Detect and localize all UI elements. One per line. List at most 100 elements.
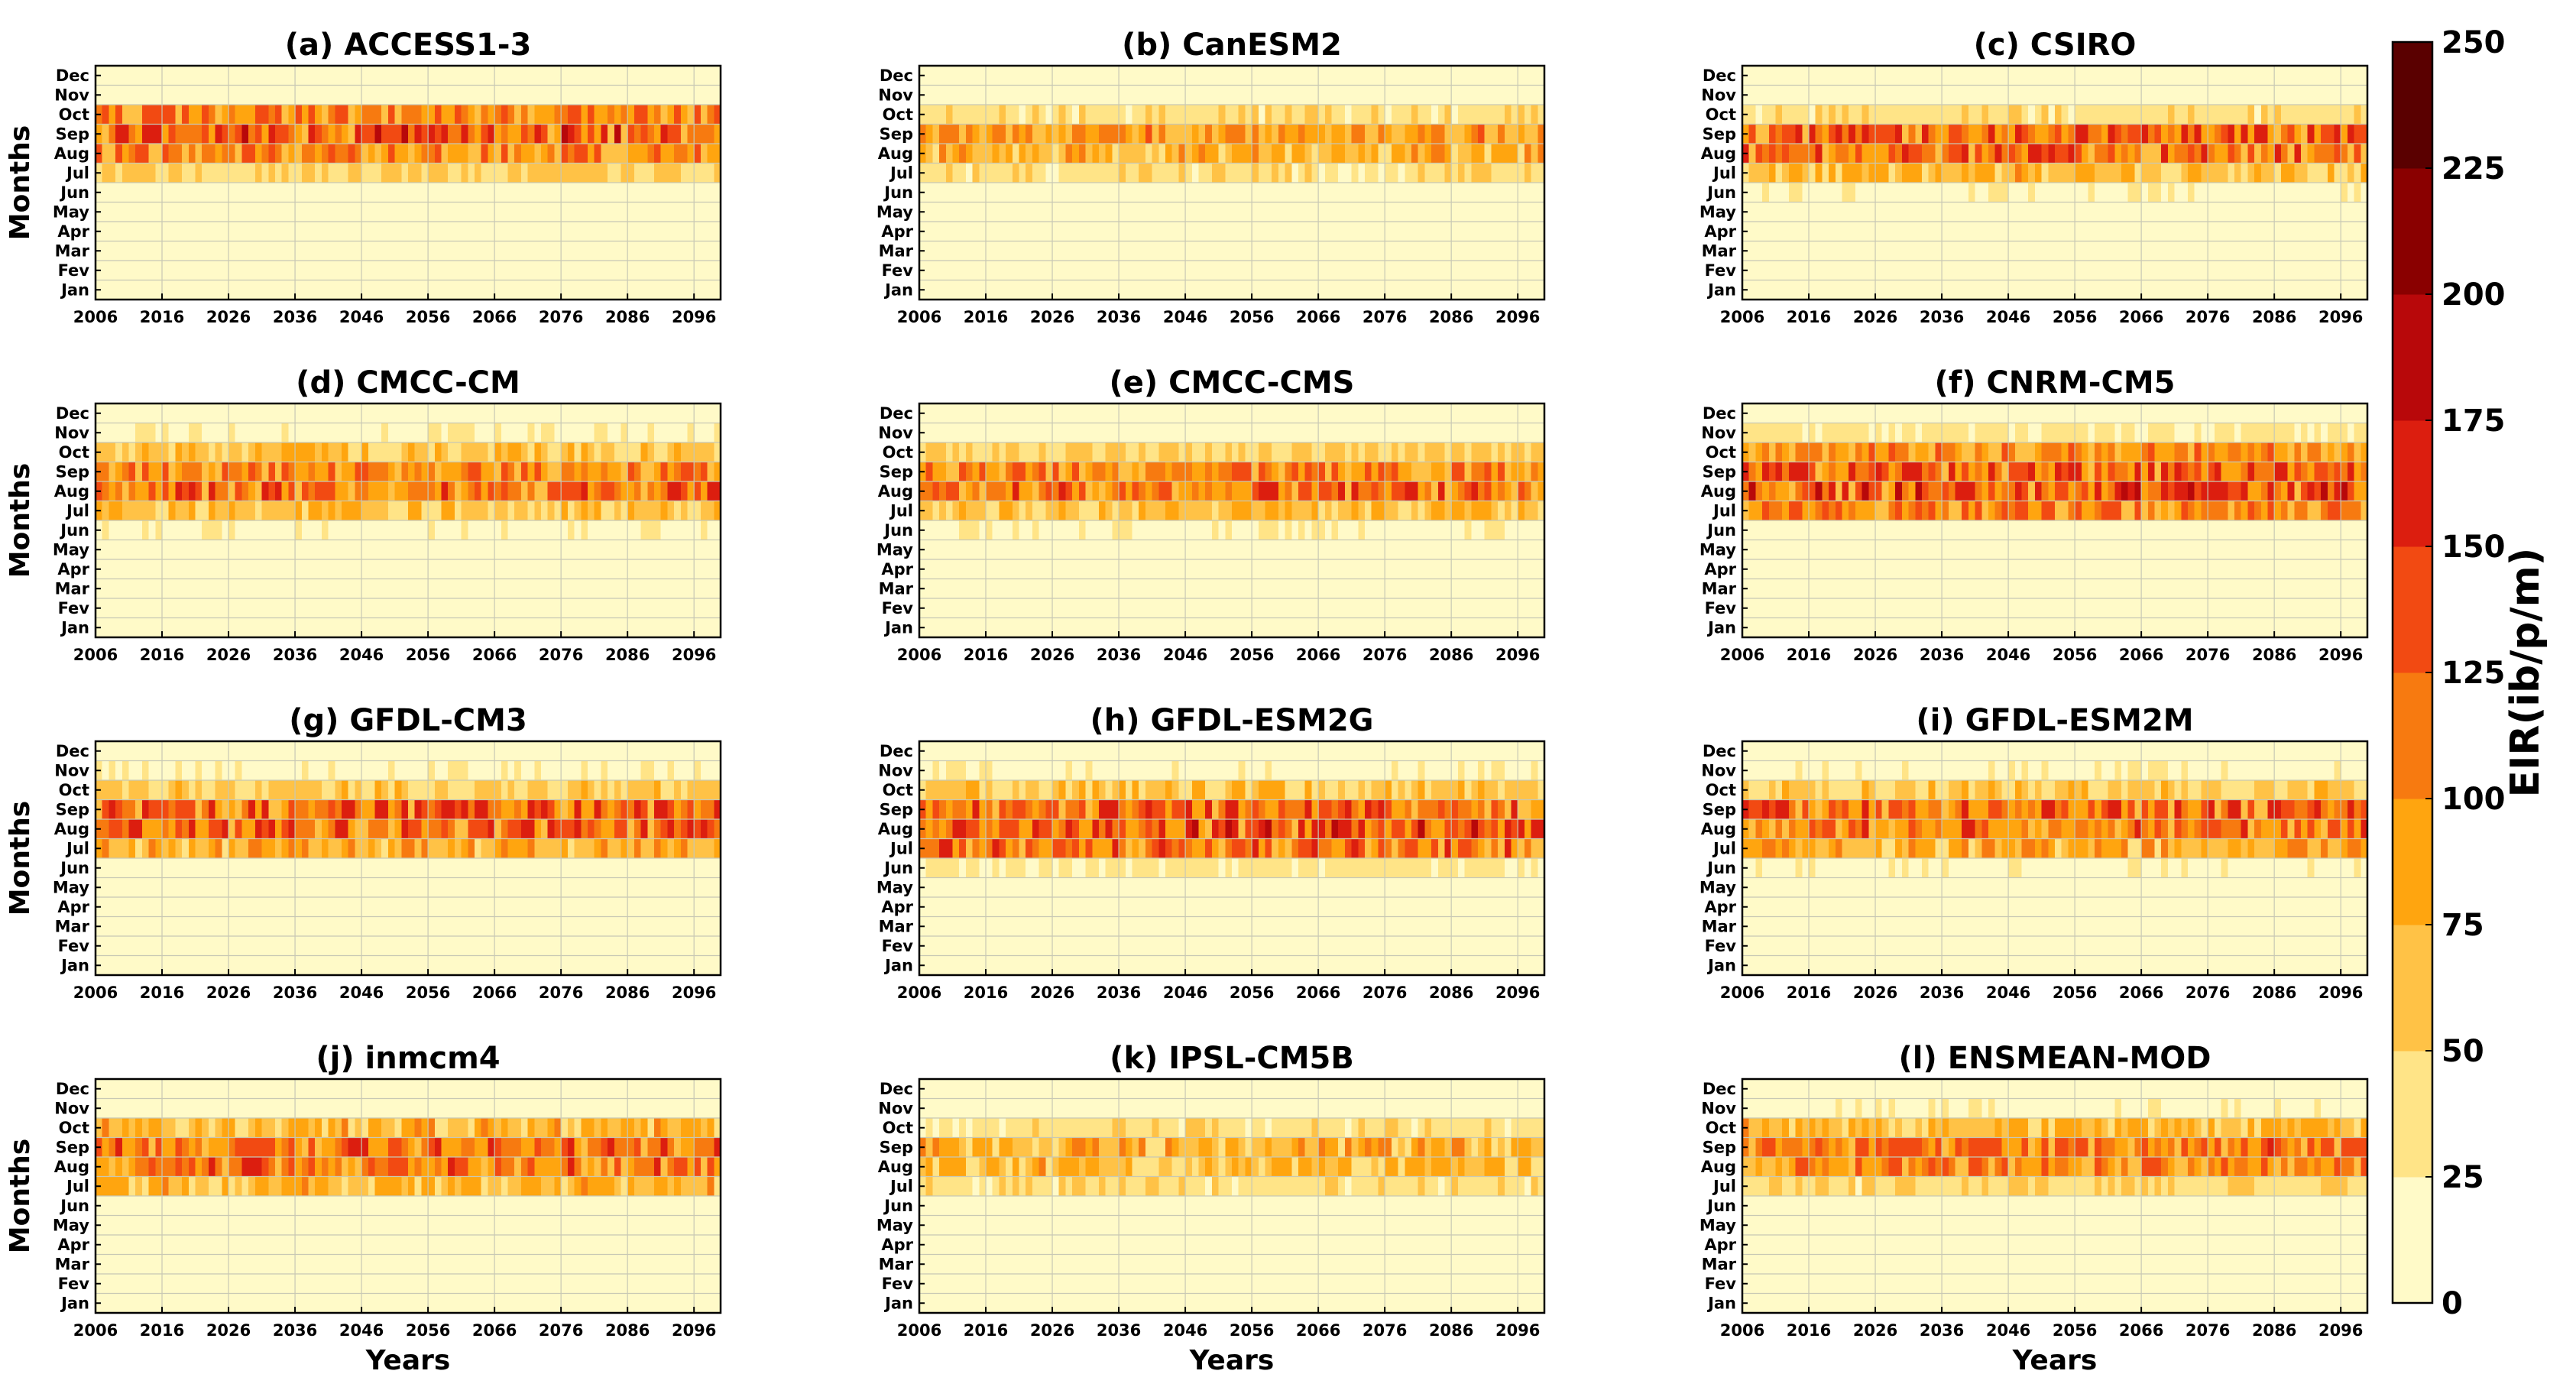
heatmap-cell (2021, 124, 2029, 144)
heatmap-cell (295, 520, 303, 541)
heatmap-cell (1424, 105, 1432, 125)
heatmap-cell (2174, 222, 2182, 242)
heatmap-cell (1298, 183, 1306, 203)
heatmap-cell (1755, 241, 1763, 261)
heatmap-cell (594, 617, 601, 638)
heatmap-cell (488, 183, 495, 203)
year-tick-label: 2066 (2119, 308, 2163, 326)
heatmap-cell (1868, 105, 1876, 125)
heatmap-cell (2307, 261, 2315, 281)
heatmap-cell (235, 403, 243, 424)
heatmap-cell (2194, 85, 2202, 105)
heatmap-cell (1304, 144, 1313, 164)
heatmap-cell (1139, 163, 1146, 183)
heatmap-cell (461, 423, 468, 443)
heatmap-cell (653, 144, 662, 164)
heatmap-cell (102, 423, 110, 443)
heatmap-cell (2048, 280, 2056, 300)
heatmap-cell (514, 520, 522, 541)
heatmap-cell (2181, 222, 2189, 242)
heatmap-cell (141, 261, 150, 281)
heatmap-cell (1211, 261, 1220, 281)
heatmap-cell (1849, 163, 1856, 183)
heatmap-cell (608, 559, 615, 580)
heatmap-cell (1045, 124, 1053, 144)
year-tick-label: 2096 (672, 308, 716, 326)
heatmap-cell (633, 403, 642, 424)
heatmap-cell (700, 403, 708, 424)
heatmap-cell (687, 202, 695, 222)
heatmap-cell (248, 520, 256, 541)
heatmap-cell (494, 280, 502, 300)
heatmap-cell (939, 578, 947, 599)
heatmap-cell (1524, 144, 1532, 164)
heatmap-cell (2260, 222, 2269, 242)
heatmap-cell (215, 462, 222, 482)
heatmap-cell (2321, 66, 2328, 86)
heatmap-cell (1908, 261, 1916, 281)
heatmap-cell (328, 403, 335, 424)
heatmap-cell (381, 423, 389, 443)
heatmap-cell (1171, 183, 1179, 203)
heatmap-cell (1165, 617, 1173, 638)
heatmap-cell (614, 241, 622, 261)
heatmap-cell (1006, 261, 1013, 281)
heatmap-cell (481, 481, 489, 502)
heatmap-cell (2014, 163, 2023, 183)
heatmap-cell (109, 280, 116, 300)
heatmap-cell (2121, 241, 2129, 261)
heatmap-cell (952, 144, 960, 164)
heatmap-cell (1378, 163, 1385, 183)
heatmap-cell (401, 261, 409, 281)
heatmap-cell (295, 501, 303, 521)
heatmap-cell (1431, 222, 1439, 242)
heatmap-cell (1405, 280, 1412, 300)
heatmap-cell (248, 144, 256, 164)
heatmap-cell (102, 241, 110, 261)
heatmap-cell (1504, 202, 1512, 222)
heatmap-cell (2347, 85, 2355, 105)
heatmap-cell (141, 280, 150, 300)
heatmap-cell (627, 85, 635, 105)
heatmap-cell (1112, 105, 1120, 125)
heatmap-cell (301, 617, 309, 638)
heatmap-cell (122, 261, 130, 281)
heatmap-cell (1748, 280, 1757, 300)
heatmap-cell (2307, 85, 2315, 105)
heatmap-cell (2095, 163, 2102, 183)
heatmap-cell (1888, 163, 1896, 183)
heatmap-cell (541, 241, 549, 261)
heatmap-cell (281, 403, 289, 424)
heatmap-cell (1968, 85, 1976, 105)
heatmap-cell (1975, 280, 1982, 300)
heatmap-cell (428, 617, 436, 638)
heatmap-cell (1139, 617, 1146, 638)
heatmap-cell (932, 598, 940, 619)
heatmap-cell (1768, 144, 1777, 164)
heatmap-cell (1895, 144, 1903, 164)
heatmap-cell (148, 66, 156, 86)
year-tick-label: 2046 (339, 646, 384, 664)
heatmap-cell (1411, 598, 1419, 619)
heatmap-cell (979, 105, 987, 125)
heatmap-cell (554, 617, 562, 638)
heatmap-cell (1378, 124, 1385, 144)
heatmap-cell (335, 540, 342, 560)
heatmap-cell (109, 481, 116, 502)
heatmap-cell (355, 202, 362, 222)
heatmap-cell (700, 163, 708, 183)
heatmap-cell (1072, 183, 1080, 203)
heatmap-cell (714, 481, 721, 502)
heatmap-cell (567, 222, 575, 242)
heatmap-cell (335, 241, 342, 261)
heatmap-cell (1795, 241, 1803, 261)
heatmap-cell (2327, 202, 2335, 222)
heatmap-cell (341, 124, 349, 144)
heatmap-cell (2095, 66, 2102, 86)
heatmap-cell (1278, 183, 1286, 203)
heatmap-cell (128, 481, 136, 502)
heatmap-cell (1537, 124, 1545, 144)
heatmap-cell (1331, 241, 1339, 261)
heatmap-cell (141, 501, 150, 521)
heatmap-cell (520, 202, 529, 222)
